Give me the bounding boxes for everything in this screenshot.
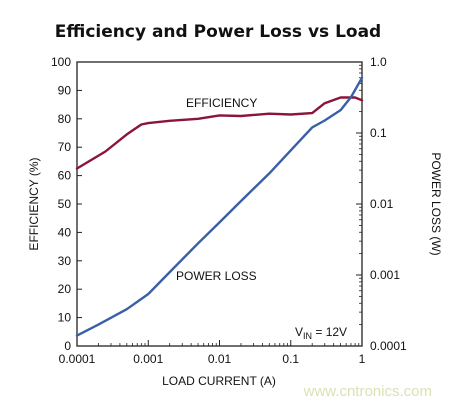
x-tick-label: 1: [359, 352, 366, 366]
left-tick-label: 10: [58, 311, 72, 325]
left-tick-label: 40: [58, 225, 72, 239]
x-tick-label: 0.01: [208, 352, 232, 366]
x-tick-label: 0.0001: [59, 352, 96, 366]
efficiency-line: [75, 96, 364, 170]
power-loss-line: [75, 76, 364, 337]
right-tick-label: 0.0001: [370, 339, 407, 353]
left-tick-label: 50: [58, 197, 72, 211]
vin-value: = 12V: [312, 325, 347, 339]
left-tick-label: 100: [51, 55, 71, 69]
left-tick-label: 90: [58, 83, 72, 97]
left-tick-label: 80: [58, 112, 72, 126]
chart-title: Efficiency and Power Loss vs Load: [55, 22, 381, 42]
right-tick-label: 1.0: [370, 55, 387, 69]
x-axis-label: LOAD CURRENT (A): [162, 374, 276, 388]
right-tick-label: 0.1: [370, 126, 387, 140]
efficiency-series-label: EFFICIENCY: [186, 96, 257, 110]
x-tick-label: 0.001: [133, 352, 163, 366]
vin-subscript: IN: [303, 331, 312, 341]
left-tick-label: 30: [58, 254, 72, 268]
y-right-axis-label: POWER LOSS (W): [429, 152, 443, 255]
watermark: www.cntronics.com: [303, 383, 432, 400]
x-tick-label: 0.1: [282, 352, 299, 366]
vin-annotation: VIN = 12V: [295, 325, 347, 341]
left-tick-label: 20: [58, 282, 72, 296]
right-axis-ticks: 1.0 0.1 0.01 0.001 0.0001: [356, 55, 407, 353]
x-axis-ticks: 0.0001 0.001 0.01 0.1 1: [59, 340, 366, 366]
y-left-axis-label: EFFICIENCY (%): [27, 157, 41, 250]
vin-prefix: V: [295, 325, 303, 339]
power-loss-series-label: POWER LOSS: [176, 269, 257, 283]
left-tick-label: 0: [64, 339, 71, 353]
left-tick-label: 60: [58, 169, 72, 183]
left-axis-ticks: 0 10 20 30 40 50 60 70 80 90 100: [51, 55, 82, 353]
right-tick-label: 0.01: [370, 197, 394, 211]
left-tick-label: 70: [58, 140, 72, 154]
right-tick-label: 0.001: [370, 268, 400, 282]
